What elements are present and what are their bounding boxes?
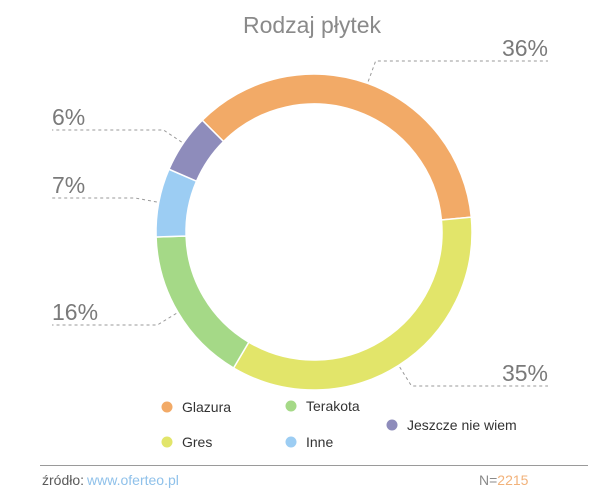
value-label: 35% — [502, 360, 548, 386]
legend-marker — [386, 419, 398, 431]
sample-size-value: 2215 — [497, 472, 529, 488]
source-label: źródło: — [42, 472, 85, 488]
slice-terakota — [155, 235, 250, 370]
leader-line — [399, 366, 548, 387]
leader-line — [52, 313, 177, 326]
legend: Glazura Terakota Jeszcze nie wiem Gres Inne — [161, 398, 517, 450]
legend-marker — [161, 401, 173, 413]
leader-line — [52, 129, 182, 143]
legend-marker — [161, 436, 173, 448]
source-link[interactable]: www.oferteo.pl — [87, 472, 179, 488]
legend-label: Inne — [306, 434, 333, 450]
value-label: 16% — [52, 299, 98, 325]
value-label-leaders: 36% 35% 16% 7% 6% — [52, 35, 548, 387]
legend-label: Gres — [182, 434, 212, 450]
slice-jeszcze-nie-wiem — [168, 119, 225, 183]
footer-divider — [40, 465, 588, 466]
source-note: źródło: www.oferteo.pl — [42, 472, 179, 488]
value-label: 6% — [52, 104, 85, 130]
leader-line — [52, 197, 157, 203]
sample-size: N=2215 — [479, 472, 528, 488]
slice-gres — [232, 216, 473, 391]
value-label: 36% — [502, 35, 548, 61]
chart-title: Rodzaj płytek — [243, 12, 382, 38]
legend-marker — [285, 436, 297, 448]
value-label: 7% — [52, 172, 85, 198]
legend-label: Terakota — [306, 398, 360, 414]
donut-slices — [155, 73, 473, 391]
slice-inne — [155, 168, 198, 238]
legend-label: Jeszcze nie wiem — [407, 417, 517, 433]
leader-line — [367, 60, 548, 82]
slice-glazura — [201, 73, 473, 221]
legend-marker — [285, 400, 297, 412]
sample-size-label: N= — [479, 472, 498, 488]
legend-label: Glazura — [182, 399, 231, 415]
